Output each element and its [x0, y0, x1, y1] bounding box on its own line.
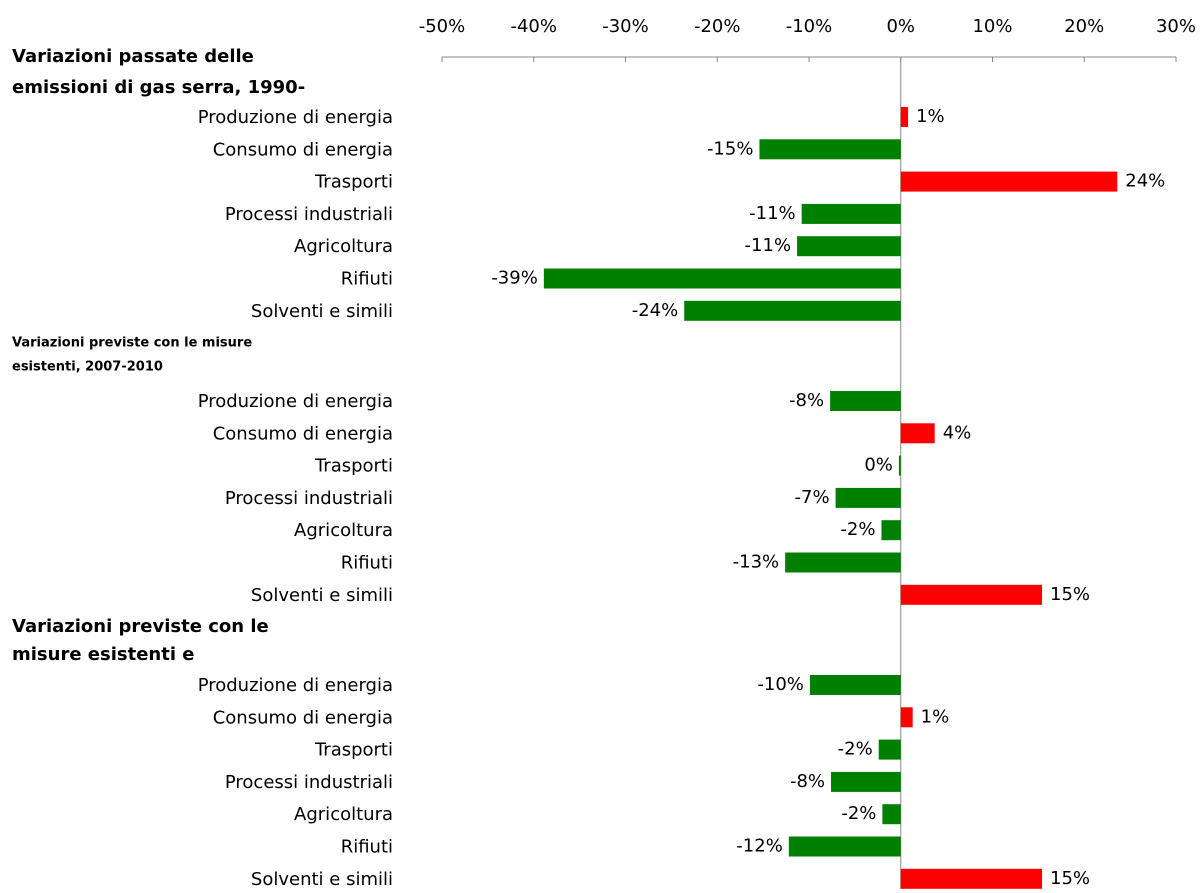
bar	[835, 487, 901, 508]
x-tick-label: 30%	[1156, 16, 1196, 37]
category-label: Rifiuti	[341, 553, 393, 574]
group-title: esistenti, 2007-2010	[12, 360, 163, 375]
group-title: Variazioni previste con le	[12, 616, 269, 637]
bar	[881, 520, 901, 541]
category-label: Produzione di energia	[198, 675, 393, 696]
bar	[878, 739, 901, 760]
bar	[900, 707, 913, 728]
category-label: Consumo di energia	[213, 139, 393, 160]
bar	[809, 675, 901, 695]
value-label: -15%	[707, 138, 754, 159]
value-label: 24%	[1125, 171, 1165, 192]
x-tick-label: -20%	[694, 16, 741, 37]
x-tick-label: -10%	[786, 16, 833, 37]
x-tick-label: 20%	[1064, 16, 1104, 37]
category-label: Solventi e simili	[251, 869, 393, 889]
category-label: Agricoltura	[294, 236, 393, 257]
bar	[900, 171, 1118, 192]
value-label: -24%	[632, 300, 679, 321]
value-label: -39%	[491, 268, 538, 289]
bar	[831, 771, 901, 792]
category-label: Processi industriali	[225, 488, 393, 509]
group-title: Variazioni previste con le misure	[12, 336, 252, 351]
value-label: 1%	[916, 106, 945, 127]
value-label: 15%	[1050, 584, 1090, 605]
value-label: 15%	[1050, 868, 1090, 889]
value-label: -8%	[789, 390, 824, 411]
bar	[801, 203, 901, 224]
category-label: Solventi e simili	[251, 585, 393, 606]
value-label: -7%	[795, 487, 830, 508]
value-label: -2%	[841, 803, 876, 824]
bar	[543, 268, 901, 289]
category-label: Trasporti	[314, 456, 393, 477]
category-label: Agricoltura	[294, 520, 393, 541]
category-label: Rifiuti	[341, 837, 393, 858]
value-label: -2%	[840, 519, 875, 540]
bar	[900, 584, 1043, 605]
bar	[759, 139, 901, 160]
value-label: -10%	[757, 674, 804, 695]
bar	[830, 391, 901, 411]
bar	[900, 423, 935, 444]
group-title: emissioni di gas serra, 1990-	[12, 77, 305, 98]
category-label: Rifiuti	[341, 269, 393, 290]
x-tick-label: -40%	[510, 16, 557, 37]
value-label: 1%	[921, 706, 950, 727]
bar	[900, 107, 909, 127]
category-label: Processi industriali	[225, 772, 393, 793]
category-label: Solventi e simili	[251, 301, 393, 322]
group-title: misure esistenti e	[12, 644, 195, 665]
category-label: Consumo di energia	[213, 707, 393, 728]
x-tick-label: -50%	[419, 16, 466, 37]
value-label: -13%	[733, 552, 780, 573]
category-label: Agricoltura	[294, 804, 393, 825]
value-label: -11%	[749, 203, 796, 224]
x-tick-label: 10%	[972, 16, 1012, 37]
value-label: -8%	[790, 771, 825, 792]
bar	[898, 455, 901, 476]
value-label: 0%	[864, 455, 893, 476]
bar	[882, 804, 901, 825]
bar	[900, 868, 1043, 889]
category-label: Trasporti	[314, 740, 393, 761]
value-label: 4%	[943, 422, 972, 443]
category-label: Consumo di energia	[213, 423, 393, 444]
x-tick-label: -30%	[602, 16, 649, 37]
category-label: Produzione di energia	[198, 107, 393, 128]
value-label: -11%	[745, 235, 792, 256]
value-label: -2%	[838, 739, 873, 760]
x-tick-label: 0%	[886, 16, 915, 37]
bar	[788, 836, 901, 857]
category-label: Produzione di energia	[198, 391, 393, 412]
category-label: Processi industriali	[225, 204, 393, 225]
value-label: -12%	[736, 836, 783, 857]
category-label: Trasporti	[314, 172, 393, 193]
group-title: Variazioni passate delle	[12, 46, 254, 67]
bar	[797, 236, 901, 257]
bar	[684, 300, 901, 321]
bar	[785, 552, 901, 573]
